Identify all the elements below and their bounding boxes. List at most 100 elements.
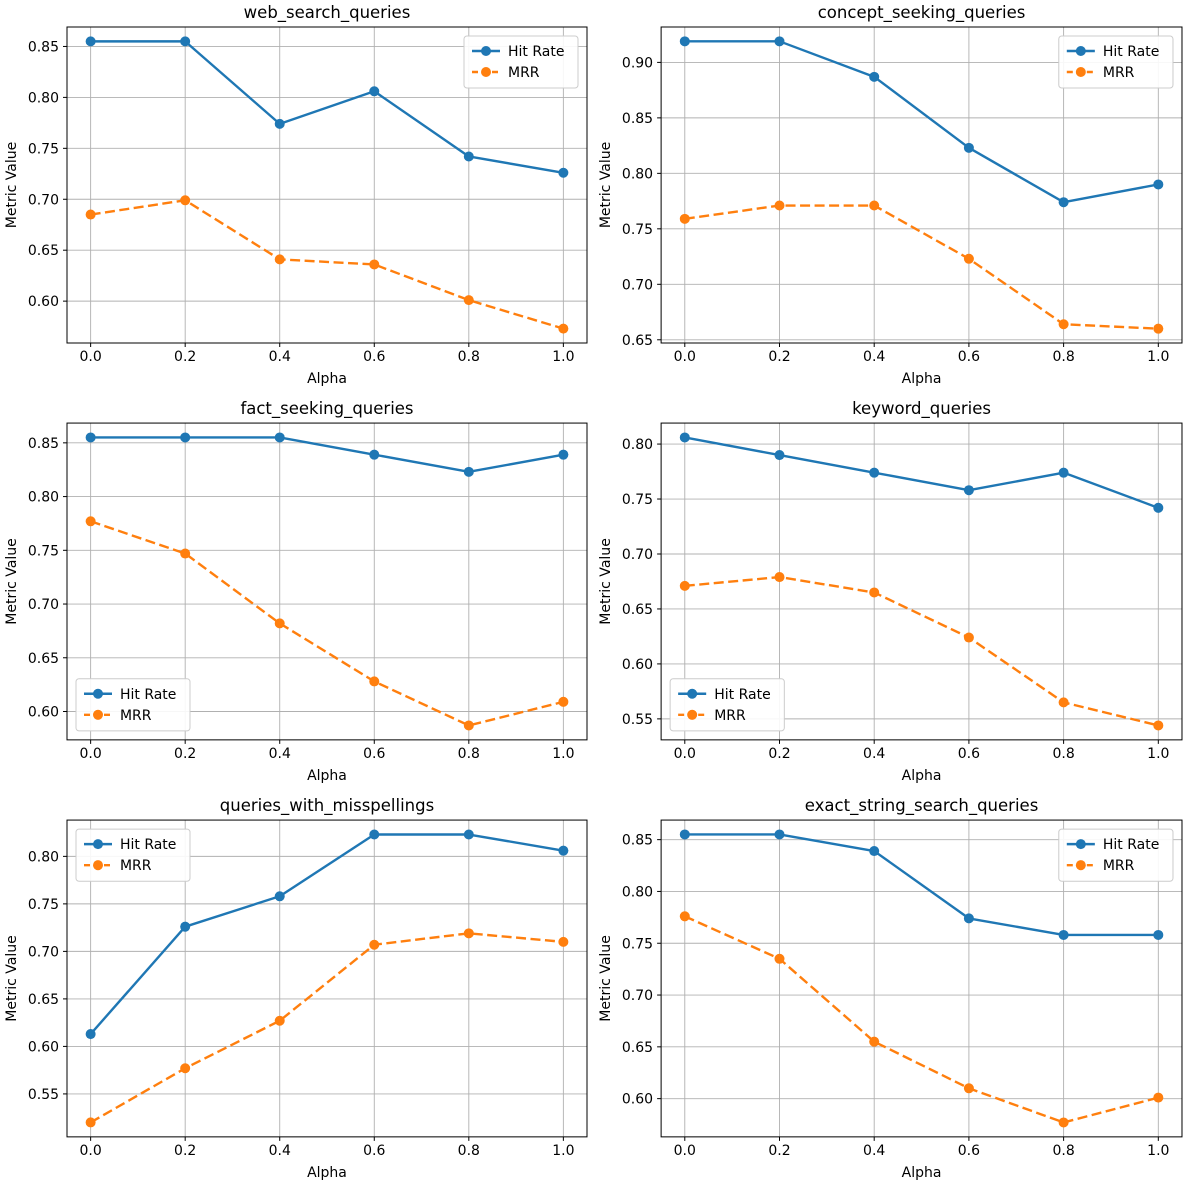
y-tick-label: 0.75 [622,936,653,952]
mrr-marker [180,195,191,206]
x-tick-label: 0.6 [363,1143,385,1159]
y-tick-label: 0.70 [28,944,59,960]
y-tick-label: 0.65 [28,651,59,667]
hit-rate-marker [774,829,785,840]
hit-rate-marker [1153,179,1164,190]
mrr-marker [1153,720,1164,731]
mrr-marker [463,928,474,939]
hit-rate-marker [963,142,974,153]
legend-marker [93,688,103,699]
hit-rate-marker [963,485,974,496]
chart-canvas-4: 0.0 0.2 0.4 0.6 0.8 1.0 0.55 0.60 0.65 0.70 0.75 0.… [4,796,588,1181]
mrr-marker [85,209,96,220]
y-tick-label: 0.75 [28,543,59,559]
y-tick-label: 0.75 [28,141,59,157]
legend-marker [1075,860,1086,871]
mrr-marker [869,587,880,598]
plot-border [66,819,588,1138]
mrr-line [90,932,564,1124]
y-tick-label: 0.55 [622,712,653,728]
legend-label: MRR [1103,65,1135,81]
x-tick-label: 0.6 [958,349,980,365]
legend-marker [481,46,491,56]
plot-border [66,26,588,344]
mrr-marker [774,200,785,211]
legend-marker [1075,67,1086,77]
x-tick-label: 0.6 [363,746,385,762]
mrr-marker [679,911,690,922]
hit-rate-marker [463,829,474,840]
x-tick-label: 0.8 [1052,746,1074,762]
legend-label: MRR [508,65,540,81]
legend-marker [687,688,698,699]
x-tick-label: 1.0 [552,746,574,762]
y-tick-label: 0.75 [28,897,59,913]
hit-rate-marker [679,36,690,47]
mrr-marker [774,953,785,964]
legend-label: Hit Rate [120,837,176,853]
legend-label: Hit Rate [1103,837,1160,853]
y-tick-label: 0.90 [622,55,653,71]
mrr-marker [679,213,690,224]
plot-border [66,422,588,741]
chart-canvas-0: 0.0 0.2 0.4 0.6 0.8 1.0 0.60 0.65 0.70 0.75 0.80 0.… [4,3,588,387]
mrr-line [684,915,1159,1124]
legend-marker [1075,46,1086,56]
legend: Hit Rate MRR [75,678,191,732]
y-tick-label: 0.75 [622,222,653,238]
y-tick-label: 0.60 [622,1092,653,1108]
y-tick-label: 0.55 [28,1087,59,1103]
chart-title: keyword_queries [852,399,991,419]
x-axis-label: Alpha [307,1165,347,1181]
mrr-marker [774,572,785,583]
y-tick-label: 0.85 [622,111,653,127]
hit-rate-marker [85,432,96,443]
hit-rate-line [90,40,564,174]
y-tick-label: 0.65 [622,602,653,618]
mrr-line [90,199,564,330]
x-tick-label: 0.4 [863,746,885,762]
mrr-marker [1153,1092,1164,1103]
mrr-marker [558,323,569,334]
x-tick-label: 1.0 [1147,746,1169,762]
subplot-queries_with_misspellings: 0.0 0.2 0.4 0.6 0.8 1.0 0.55 0.60 0.65 0.70 0.75 0.… [0,793,594,1190]
y-tick-label: 0.80 [28,490,59,506]
hit-rate-marker [1058,197,1069,208]
hit-rate-marker [1153,502,1164,513]
chart-title: queries_with_misspellings [220,796,434,816]
x-tick-label: 0.2 [174,746,196,762]
hit-rate-marker [1058,467,1069,478]
legend: Hit Rate MRR [1058,828,1174,882]
hit-rate-marker [774,36,785,47]
hit-rate-marker [558,167,569,178]
y-tick-label: 0.60 [28,1039,59,1055]
hit-rate-marker [679,829,690,840]
subplot-exact_string_search_queries: 0.0 0.2 0.4 0.6 0.8 1.0 0.60 0.65 0.70 0.75 0.80 0.… [594,793,1189,1190]
subplot-fact_seeking_queries: 0.0 0.2 0.4 0.6 0.8 1.0 0.60 0.65 0.70 0.75 0.80 0.… [0,396,594,793]
y-tick-label: 0.80 [622,437,653,453]
legend-marker [481,67,491,77]
hit-rate-marker [774,450,785,461]
y-tick-label: 0.80 [622,884,653,900]
legend-label: MRR [1103,858,1135,874]
chart-canvas-1: 0.0 0.2 0.4 0.6 0.8 1.0 0.65 0.70 0.75 0.80 0.85 0.… [598,3,1183,387]
hit-rate-line [684,436,1159,509]
y-tick-label: 0.65 [28,243,59,259]
x-tick-label: 1.0 [1147,1143,1169,1159]
legend: Hit Rate MRR [1058,35,1174,89]
mrr-marker [963,632,974,643]
x-tick-label: 0.8 [458,746,480,762]
hit-rate-marker [85,1029,96,1040]
hit-rate-marker [558,449,569,460]
plot-border [660,26,1183,344]
x-tick-label: 0.2 [768,746,790,762]
legend-box [1058,35,1174,89]
hit-rate-marker [85,36,96,47]
x-tick-label: 0.4 [269,1143,291,1159]
hit-rate-marker [463,151,474,162]
x-tick-label: 0.4 [863,1143,885,1159]
legend-box [75,678,191,732]
x-tick-label: 0.2 [768,349,790,365]
mrr-marker [1058,697,1069,708]
y-tick-label: 0.85 [28,39,59,55]
